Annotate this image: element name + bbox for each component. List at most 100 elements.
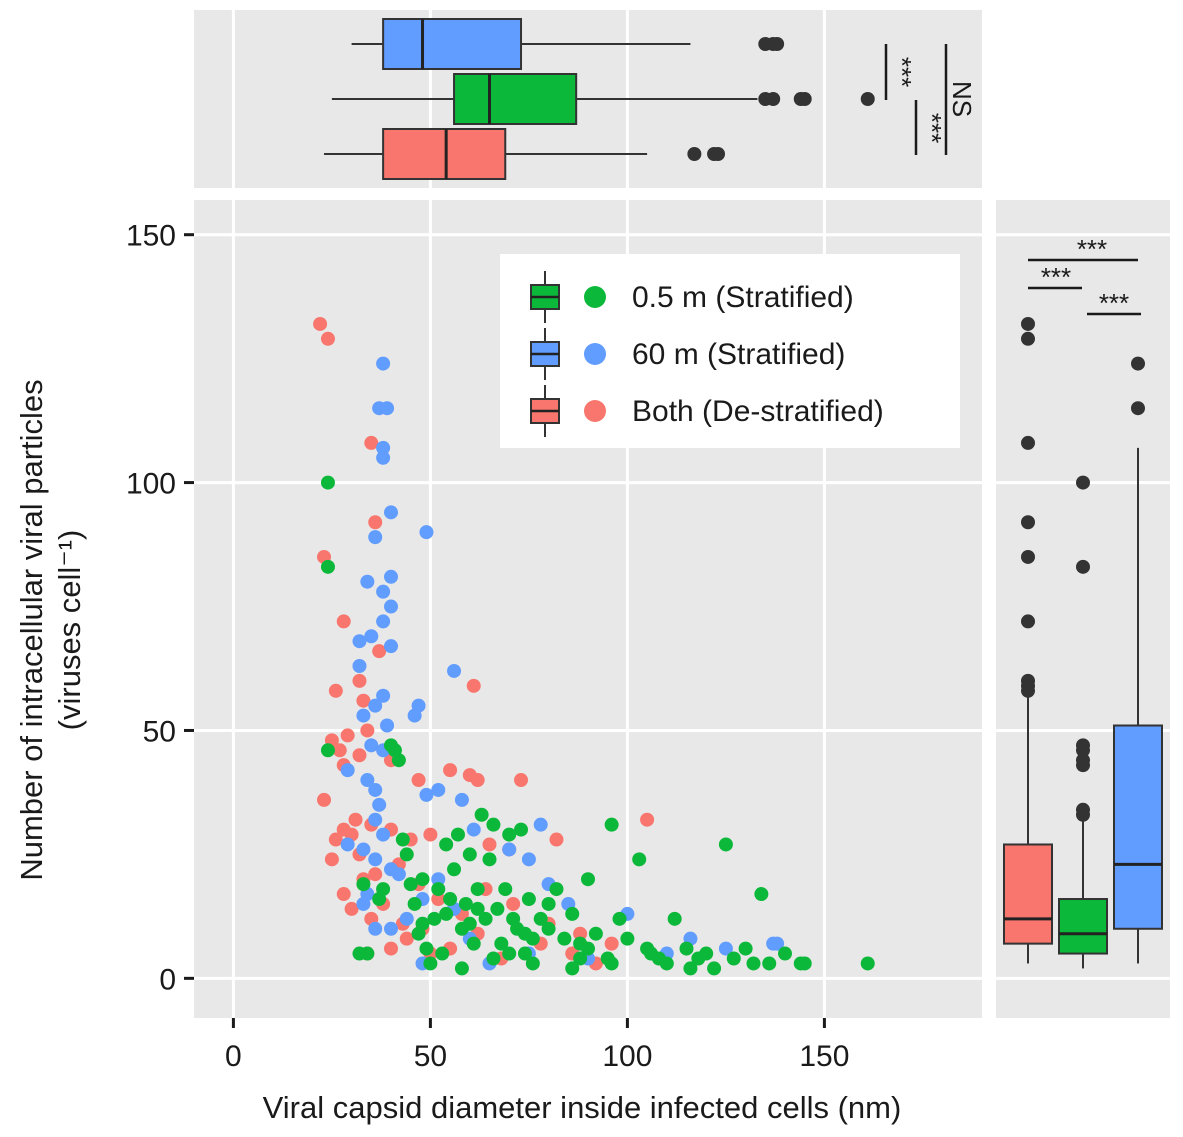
scatter-point (718, 837, 733, 852)
scatter-point (364, 435, 379, 450)
scatter-point (521, 892, 536, 907)
scatter-point (502, 827, 517, 842)
scatter-point (360, 773, 375, 788)
top-box-outlier (770, 37, 785, 51)
scatter-point (352, 634, 367, 649)
right-box-outlier (1021, 614, 1035, 629)
scatter-point (336, 614, 351, 629)
right-box-outlier (1021, 435, 1035, 450)
scatter-point (407, 896, 422, 911)
scatter-point (376, 440, 391, 455)
y-axis-units: (viruses cell⁻¹) (52, 530, 87, 731)
scatter-point (356, 842, 371, 857)
scatter-point (439, 906, 454, 921)
scatter-point (517, 926, 532, 941)
top-box (382, 18, 523, 70)
scatter-point (411, 773, 426, 788)
scatter-point (356, 708, 371, 723)
scatter-point (320, 331, 335, 346)
scatter-point (470, 882, 485, 897)
scatter-point (632, 852, 647, 867)
scatter-point (541, 921, 556, 936)
scatter-point (360, 723, 375, 738)
scatter-point (581, 872, 595, 887)
scatter-point (746, 956, 761, 971)
top-box-outlier (797, 92, 812, 106)
scatter-point (604, 956, 619, 971)
scatter-point (454, 792, 469, 807)
scatter-point (502, 946, 517, 961)
scatter-point (514, 773, 529, 788)
scatter-point (384, 505, 398, 520)
scatter-point (391, 753, 406, 768)
scatter-point (395, 832, 410, 847)
scatter-point (766, 936, 781, 951)
scatter-point (384, 639, 398, 654)
sig-label-green-blue: *** (1099, 288, 1129, 318)
scatter-point (320, 475, 335, 490)
scatter-point (466, 678, 481, 693)
scatter-point (356, 693, 371, 708)
right-box-outlier (1076, 802, 1090, 817)
scatter-point (549, 882, 564, 897)
scatter-point (419, 787, 434, 802)
scatter-point (415, 916, 430, 931)
scatter-point (699, 946, 714, 961)
right-box-outlier (1021, 515, 1035, 530)
y-tick-label: 100 (126, 468, 176, 501)
scatter-point (376, 827, 391, 842)
scatter-point (525, 956, 540, 971)
scatter-point (356, 877, 371, 892)
scatter-point (644, 946, 659, 961)
x-tick-label: 50 (414, 1040, 447, 1073)
legend-label-blue: 60 m (Stratified) (632, 338, 845, 371)
scatter-point (364, 629, 379, 644)
scatter-point (415, 872, 430, 887)
right-box-outlier (1021, 673, 1035, 688)
right-box-outlier (1021, 331, 1035, 346)
right-box-outlier (1131, 401, 1145, 416)
scatter-point (352, 673, 367, 688)
scatter-point (478, 911, 493, 926)
scatter-point (604, 817, 619, 832)
legend-dot-swatch (584, 286, 606, 308)
sig-label-blue-red: NS (947, 81, 977, 117)
x-tick-label: 0 (225, 1040, 242, 1073)
scatter-point (368, 852, 383, 867)
scatter-point (573, 926, 588, 941)
scatter-point (384, 941, 398, 956)
right-box-outlier (1021, 549, 1035, 564)
scatter-point (533, 817, 548, 832)
scatter-point (797, 956, 812, 971)
scatter-point (762, 956, 777, 971)
scatter-point (541, 896, 556, 911)
scatter-point (317, 792, 332, 807)
scatter-point (368, 921, 383, 936)
right-box (1113, 724, 1163, 930)
scatter-point (486, 817, 501, 832)
scatter-point (419, 941, 434, 956)
scatter-point (376, 450, 391, 465)
x-axis-title: Viral capsid diameter inside infected ce… (263, 1090, 902, 1125)
scatter-point (612, 911, 627, 926)
scatter-point (340, 837, 355, 852)
scatter-point (565, 906, 580, 921)
scatter-point (431, 782, 446, 797)
scatter-point (549, 832, 564, 847)
legend-dot-swatch (584, 400, 606, 422)
scatter-point (573, 951, 588, 966)
top-box (453, 73, 578, 125)
top-box-outlier (860, 92, 875, 106)
scatter-point (707, 961, 722, 976)
scatter-point (368, 812, 383, 827)
scatter-point (514, 822, 529, 837)
scatter-point (360, 574, 375, 589)
scatter-point (604, 936, 619, 951)
scatter-point (517, 946, 532, 961)
scatter-point (352, 659, 367, 674)
scatter-point (419, 525, 434, 540)
scatter-point (384, 569, 398, 584)
scatter-point (565, 961, 580, 976)
y-tick-label: 50 (143, 715, 176, 748)
